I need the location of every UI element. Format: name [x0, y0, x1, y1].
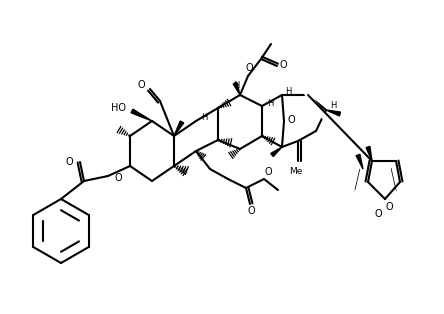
Text: O: O [247, 206, 255, 216]
Polygon shape [326, 110, 341, 116]
Polygon shape [366, 146, 372, 161]
Text: H: H [330, 100, 336, 110]
Polygon shape [174, 121, 184, 136]
Polygon shape [271, 147, 282, 157]
Text: O: O [65, 157, 73, 167]
Text: H: H [201, 113, 207, 122]
Text: O: O [264, 167, 272, 177]
Polygon shape [233, 82, 240, 95]
Polygon shape [131, 109, 152, 121]
Text: O: O [279, 60, 287, 70]
Text: O: O [385, 202, 393, 212]
Text: O: O [245, 63, 253, 73]
Text: O: O [137, 80, 145, 90]
Text: H: H [267, 99, 273, 107]
Text: Me: Me [289, 166, 303, 176]
Text: H: H [285, 86, 291, 95]
Text: O: O [287, 115, 295, 125]
Text: HO: HO [111, 103, 126, 113]
Text: O: O [374, 209, 382, 219]
Text: O: O [114, 173, 122, 183]
Polygon shape [356, 154, 363, 169]
Text: H: H [233, 82, 239, 90]
